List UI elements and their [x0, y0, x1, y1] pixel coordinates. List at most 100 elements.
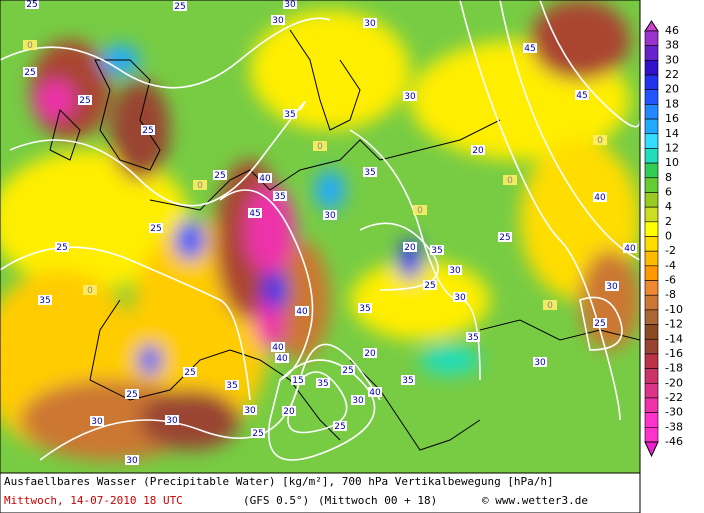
- label-box: [543, 300, 557, 310]
- contour-label: 20: [472, 146, 484, 156]
- colorbar-swatch: [644, 118, 659, 135]
- label-box: [282, 406, 296, 416]
- label-box: [38, 295, 52, 305]
- colorbar-label: -2: [665, 244, 676, 257]
- label-box: [78, 95, 92, 105]
- colorbar-swatch: [644, 294, 659, 311]
- colorbar-label: 4: [665, 200, 672, 213]
- colorbar-swatch: [644, 368, 659, 384]
- caption-box: [0, 472, 641, 513]
- colorbar-label: -46: [665, 435, 683, 448]
- colorbar-label: -4: [665, 259, 676, 272]
- label-box: [453, 292, 467, 302]
- caption-line: Ausfaellbares Wasser (Precipitable Water…: [4, 475, 554, 488]
- contour-label: 0: [507, 176, 513, 186]
- contour-label: 25: [594, 319, 605, 329]
- colorbar-label: 16: [665, 112, 679, 125]
- contour-label: 45: [524, 44, 535, 54]
- contour-label: 40: [296, 307, 308, 317]
- contour-label: 25: [56, 243, 67, 253]
- label-box: [423, 280, 437, 290]
- colorbar-label: -6: [665, 274, 676, 287]
- colorbar-swatch: [644, 309, 659, 325]
- label-box: [593, 135, 607, 145]
- colorbar-label: 2: [665, 215, 672, 228]
- contour-label: 0: [417, 206, 423, 216]
- colorbar-swatch: [644, 104, 659, 120]
- label-box: [248, 208, 262, 218]
- contour-label: 35: [284, 110, 295, 120]
- colorbar-swatch: [644, 412, 659, 428]
- colorbar-swatch: [644, 206, 659, 223]
- contour-label: 45: [576, 91, 587, 101]
- colorbar: 4638302220181614121086420-2-4-6-8-10-12-…: [644, 20, 683, 458]
- label-box: [125, 455, 139, 465]
- contour-label: 30: [449, 266, 461, 276]
- label-box: [533, 357, 547, 367]
- colorbar-swatch: [644, 177, 659, 193]
- contour-label: 35: [274, 192, 285, 202]
- colorbar-swatch: [644, 30, 659, 46]
- label-box: [193, 180, 207, 190]
- label-box: [273, 191, 287, 201]
- label-box: [351, 395, 365, 405]
- colorbar-label: -38: [665, 420, 683, 433]
- colorbar-swatch: [644, 338, 659, 355]
- colorbar-swatch: [644, 162, 659, 179]
- label-box: [25, 0, 39, 9]
- contour-label: 15: [292, 376, 303, 386]
- contour-label: 35: [317, 379, 328, 389]
- label-box: [575, 90, 589, 100]
- contour-label: 30: [404, 92, 416, 102]
- label-box: [593, 192, 607, 202]
- colorbar-swatch: [644, 280, 659, 296]
- contour-label: 30: [284, 0, 296, 10]
- contour-label: 35: [39, 296, 50, 306]
- colorbar-label: -12: [665, 318, 683, 331]
- colorbar-label: -10: [665, 303, 683, 316]
- colorbar-label: -30: [665, 406, 683, 419]
- contour-label: 25: [334, 422, 345, 432]
- contour-label: 20: [364, 349, 376, 359]
- label-box: [341, 365, 355, 375]
- colorbar-swatch: [644, 133, 659, 149]
- label-box: [258, 173, 272, 183]
- label-box: [83, 285, 97, 295]
- contour-label: 25: [214, 171, 225, 181]
- colorbar-label: 20: [665, 83, 679, 96]
- label-box: [251, 428, 265, 438]
- contour-label: 25: [174, 2, 185, 12]
- label-box: [430, 245, 444, 255]
- contour-label: 30: [244, 406, 256, 416]
- colorbar-swatch: [644, 221, 659, 237]
- colorbar-label: -20: [665, 376, 683, 389]
- colorbar-swatch: [644, 353, 659, 369]
- contour-label: 25: [79, 96, 90, 106]
- contour-label: 30: [91, 417, 103, 427]
- label-box: [55, 242, 69, 252]
- colorbar-label: -14: [665, 332, 683, 345]
- label-box: [403, 91, 417, 101]
- label-box: [363, 348, 377, 358]
- colorbar-label: 12: [665, 141, 679, 154]
- contour-label: 25: [126, 390, 137, 400]
- label-box: [283, 0, 297, 9]
- label-box: [471, 145, 485, 155]
- label-box: [503, 175, 517, 185]
- colorbar-label: 18: [665, 97, 679, 110]
- label-box: [498, 232, 512, 242]
- colorbar-swatch: [644, 265, 659, 281]
- label-box: [141, 125, 155, 135]
- label-box: [448, 265, 462, 275]
- colorbar-label: -16: [665, 347, 683, 360]
- label-box: [295, 306, 309, 316]
- colorbar-swatch: [644, 60, 659, 76]
- label-box: [333, 421, 347, 431]
- label-box: [23, 40, 37, 50]
- contour-label: 0: [87, 286, 93, 296]
- colorbar-swatch: [644, 74, 659, 91]
- label-box: [401, 375, 415, 385]
